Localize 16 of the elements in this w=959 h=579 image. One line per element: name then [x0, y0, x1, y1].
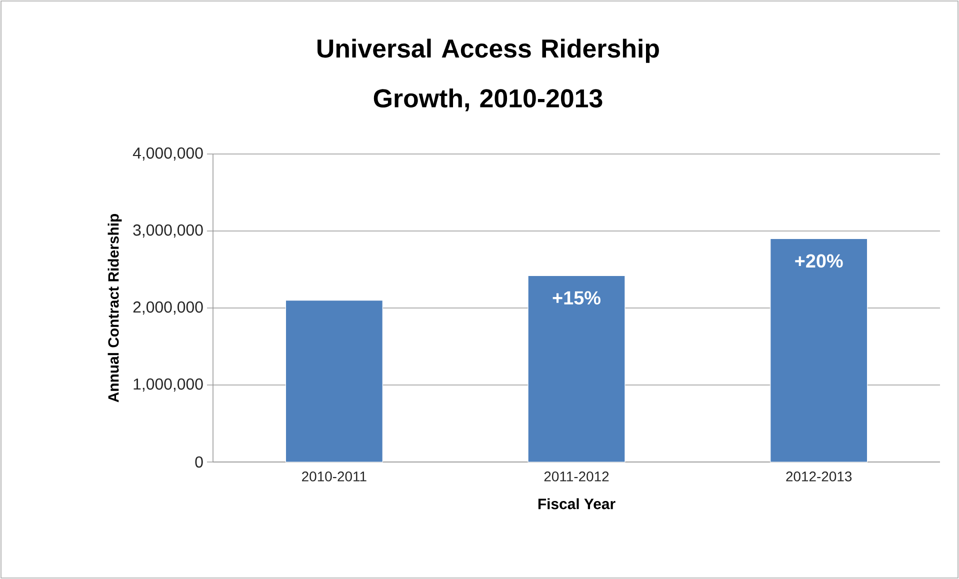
y-tick-label: 4,000,000 — [132, 147, 203, 161]
chart-title: Universal Access Ridership Growth, 2010-2013 — [318, 38, 659, 112]
y-tick-label: 2,000,000 — [133, 301, 203, 315]
y-tick-label: 0 — [195, 456, 203, 468]
y-tick-label: 1,000,000 — [134, 378, 203, 392]
annotation: +20% — [795, 254, 843, 268]
y-tick-label: 3,000,000 — [133, 224, 203, 238]
annotation: +15% — [552, 291, 600, 305]
x-tick-label: 2011-2012 — [544, 472, 609, 482]
bar — [285, 300, 383, 462]
x-tick-label: 2010-2011 — [302, 472, 366, 482]
bar — [770, 238, 868, 462]
x-axis-title: Fiscal Year — [538, 498, 616, 510]
bar — [528, 275, 626, 462]
y-axis-title: Annual Contract Ridership — [108, 214, 122, 402]
x-tick-label: 2012-2013 — [786, 472, 852, 482]
